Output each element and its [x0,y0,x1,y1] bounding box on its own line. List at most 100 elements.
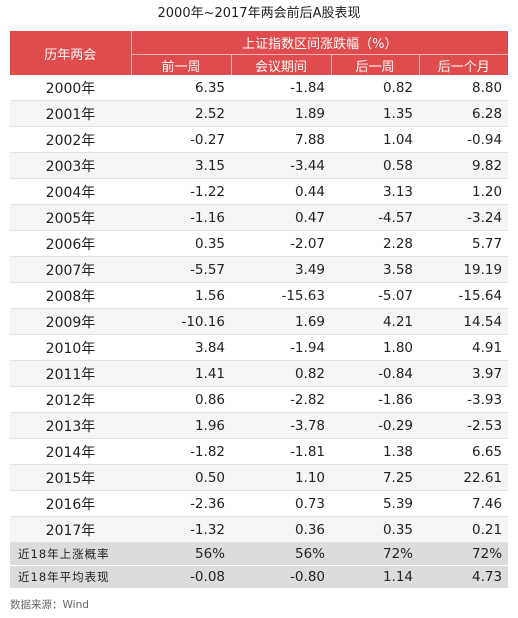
table-row: 2012年 0.86 -2.82 -1.86 -3.93 [10,386,509,413]
table-row: 2003年 3.15 -3.44 0.58 9.82 [10,152,509,179]
value-cell: 1.14 [331,565,419,589]
value-cell: 14.54 [419,308,509,335]
year-cell: 2006年 [10,230,131,257]
data-table: 历年两会 上证指数区间涨跌幅（%） 前一周 会议期间 后一周 后一个月 2000… [10,31,509,589]
value-cell: -3.93 [419,386,509,413]
value-cell: 56% [131,542,231,566]
year-cell: 2013年 [10,412,131,439]
table-row: 2009年 -10.16 1.69 4.21 14.54 [10,308,509,335]
value-cell: 3.49 [231,256,331,283]
value-cell: 0.35 [331,516,419,543]
header-col-week-after: 后一周 [330,54,419,75]
value-cell: -0.94 [419,126,509,153]
value-cell: -10.16 [131,308,231,335]
value-cell: 72% [331,542,419,566]
table-body: 2000年 6.35 -1.84 0.82 8.80 2001年 2.52 1.89 1.35 6… [10,75,509,589]
value-cell: 9.82 [419,152,509,179]
value-cell: 1.89 [231,100,331,127]
table-row: 2014年 -1.82 -1.81 1.38 6.65 [10,438,509,465]
value-cell: 2.28 [331,230,419,257]
value-cell: 0.35 [131,230,231,257]
table-row: 2000年 6.35 -1.84 0.82 8.80 [10,75,509,101]
value-cell: 1.04 [331,126,419,153]
table-row: 2002年 -0.27 7.88 1.04 -0.94 [10,126,509,153]
year-cell: 2011年 [10,360,131,387]
value-cell: 4.91 [419,334,509,361]
value-cell: 3.97 [419,360,509,387]
year-cell: 2005年 [10,204,131,231]
value-cell: -2.82 [231,386,331,413]
year-cell: 2009年 [10,308,131,335]
value-cell: 2.52 [131,100,231,127]
value-cell: 6.35 [131,75,231,101]
value-cell: 1.69 [231,308,331,335]
year-cell: 2007年 [10,256,131,283]
value-cell: 7.25 [331,464,419,491]
value-cell: -1.82 [131,438,231,465]
value-cell: 22.61 [419,464,509,491]
value-cell: 5.77 [419,230,509,257]
value-cell: -5.57 [131,256,231,283]
value-cell: 0.73 [231,490,331,517]
table-row: 2007年 -5.57 3.49 3.58 19.19 [10,256,509,283]
value-cell: 0.50 [131,464,231,491]
year-cell: 2010年 [10,334,131,361]
value-cell: 6.65 [419,438,509,465]
value-cell: 0.36 [231,516,331,543]
value-cell: 1.35 [331,100,419,127]
year-cell: 2014年 [10,438,131,465]
value-cell: 6.28 [419,100,509,127]
year-cell: 2015年 [10,464,131,491]
table-row: 2005年 -1.16 0.47 -4.57 -3.24 [10,204,509,231]
value-cell: -3.24 [419,204,509,231]
value-cell: -1.84 [231,75,331,101]
header-col-month-after: 后一个月 [418,54,509,75]
value-cell: -15.64 [419,282,509,309]
year-cell: 2003年 [10,152,131,179]
header-col-during-meeting: 会议期间 [230,54,331,75]
value-cell: -3.78 [231,412,331,439]
value-cell: 0.47 [231,204,331,231]
table-row: 2013年 1.96 -3.78 -0.29 -2.53 [10,412,509,439]
year-cell: 2017年 [10,516,131,543]
table-header: 历年两会 上证指数区间涨跌幅（%） 前一周 会议期间 后一周 后一个月 [10,31,509,75]
value-cell: 4.73 [419,565,509,589]
value-cell: -2.07 [231,230,331,257]
value-cell: 3.15 [131,152,231,179]
year-cell: 2004年 [10,178,131,205]
value-cell: 1.80 [331,334,419,361]
value-cell: 1.20 [419,178,509,205]
value-cell: -1.22 [131,178,231,205]
table-row: 2001年 2.52 1.89 1.35 6.28 [10,100,509,127]
table-row: 2017年 -1.32 0.36 0.35 0.21 [10,516,509,543]
value-cell: -0.84 [331,360,419,387]
summary-row: 近18年平均表现 -0.08 -0.80 1.14 4.73 [10,565,509,589]
year-cell: 2001年 [10,100,131,127]
summary-label: 近18年上涨概率 [10,542,131,566]
value-cell: 0.86 [131,386,231,413]
table-row: 2016年 -2.36 0.73 5.39 7.46 [10,490,509,517]
value-cell: -1.16 [131,204,231,231]
value-cell: 1.38 [331,438,419,465]
value-cell: -1.32 [131,516,231,543]
value-cell: 72% [419,542,509,566]
header-row-main: 历年两会 上证指数区间涨跌幅（%） [10,31,509,75]
value-cell: -1.81 [231,438,331,465]
value-cell: 3.58 [331,256,419,283]
table-row: 2004年 -1.22 0.44 3.13 1.20 [10,178,509,205]
value-cell: 7.46 [419,490,509,517]
value-cell: 56% [231,542,331,566]
value-cell: -15.63 [231,282,331,309]
header-group-label: 上证指数区间涨跌幅（%） [131,31,509,55]
year-cell: 2016年 [10,490,131,517]
year-cell: 2000年 [10,75,131,101]
value-cell: -1.94 [231,334,331,361]
value-cell: 4.21 [331,308,419,335]
value-cell: 3.13 [331,178,419,205]
table-row: 2006年 0.35 -2.07 2.28 5.77 [10,230,509,257]
value-cell: 1.41 [131,360,231,387]
value-cell: -4.57 [331,204,419,231]
value-cell: -0.08 [131,565,231,589]
value-cell: 5.39 [331,490,419,517]
summary-label: 近18年平均表现 [10,565,131,589]
